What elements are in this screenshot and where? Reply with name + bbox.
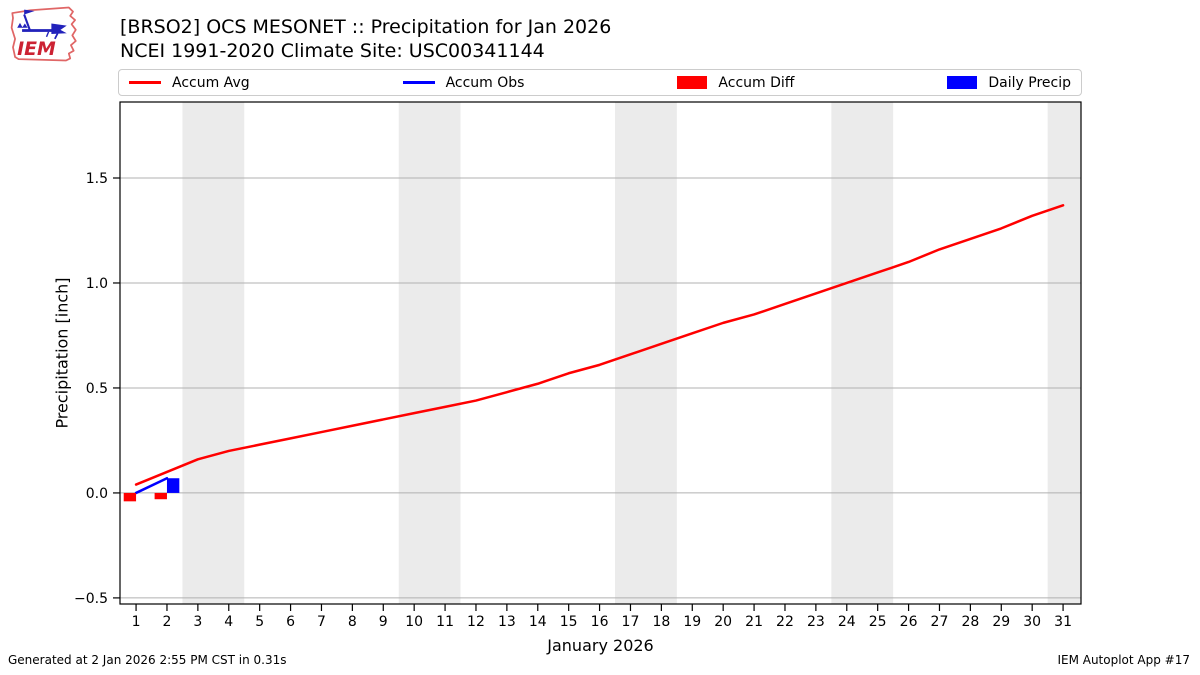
x-tick-label: 7 <box>317 614 326 630</box>
footer-generated-text: Generated at 2 Jan 2026 2:55 PM CST in 0… <box>8 653 287 667</box>
x-tick-label: 10 <box>405 614 423 630</box>
weekend-band <box>398 102 461 604</box>
x-tick-label: 19 <box>683 614 701 630</box>
daily-precip-bar <box>166 478 180 493</box>
legend-item-accum-avg: Accum Avg <box>129 75 250 91</box>
x-tick-label: 13 <box>498 614 516 630</box>
legend-item-accum-obs: Accum Obs <box>402 74 525 91</box>
x-tick-label: 14 <box>529 614 547 630</box>
chart-legend: Accum Avg Accum Obs Accum Diff Daily Precip <box>118 69 1082 96</box>
accum-diff-bar <box>154 492 167 500</box>
legend-swatch-icon <box>129 81 161 84</box>
y-tick-label: −0.5 <box>74 591 108 607</box>
title-block: [BRSO2] OCS MESONET :: Precipitation for… <box>120 15 611 63</box>
legend-swatch-icon <box>402 81 435 84</box>
x-tick-label: 21 <box>745 614 763 630</box>
y-tick-label: 0.0 <box>86 486 108 502</box>
x-tick-label: 1 <box>132 614 141 630</box>
accum-diff-bar <box>123 492 137 502</box>
x-axis-label: January 2026 <box>547 636 654 655</box>
x-tick-label: 12 <box>467 614 485 630</box>
x-tick-label: 15 <box>560 614 578 630</box>
legend-label: Accum Obs <box>445 74 525 91</box>
weekend-band <box>182 102 245 604</box>
x-tick-label: 26 <box>900 614 918 630</box>
y-tick-label: 0.5 <box>86 381 108 397</box>
footer-app-text: IEM Autoplot App #17 <box>1057 653 1190 667</box>
legend-item-daily-precip: Daily Precip <box>947 75 1071 91</box>
x-tick-label: 23 <box>807 614 825 630</box>
x-tick-label: 30 <box>1023 614 1041 630</box>
x-tick-label: 29 <box>992 614 1010 630</box>
logo-text: IEM <box>17 39 56 60</box>
legend-label: Accum Diff <box>718 74 795 91</box>
x-tick-label: 3 <box>193 614 202 630</box>
x-tick-label: 2 <box>163 614 172 630</box>
accum-avg-line <box>134 204 1065 486</box>
legend-label: Daily Precip <box>988 74 1071 91</box>
x-tick-label: 16 <box>591 614 609 630</box>
weekend-band <box>615 102 677 604</box>
x-tick-label: 24 <box>838 614 856 630</box>
plot-border <box>119 101 1082 605</box>
iem-logo: IEM <box>10 6 77 62</box>
x-tick-label: 28 <box>961 614 979 630</box>
x-tick-label: 5 <box>255 614 264 630</box>
page-subtitle: NCEI 1991-2020 Climate Site: USC00341144 <box>120 40 545 62</box>
x-tick-label: 4 <box>224 614 233 630</box>
page-title: [BRSO2] OCS MESONET :: Precipitation for… <box>120 16 612 38</box>
weekend-band <box>1047 102 1081 604</box>
legend-swatch-icon <box>947 76 978 89</box>
x-tick-label: 22 <box>776 614 794 630</box>
x-tick-label: 6 <box>286 614 295 630</box>
legend-item-accum-diff: Accum Diff <box>677 75 794 91</box>
legend-swatch-icon <box>677 76 708 89</box>
accum-obs-line <box>134 476 169 495</box>
legend-label: Accum Avg <box>172 74 250 91</box>
weekend-band <box>831 102 894 604</box>
weather-station-icon <box>17 9 67 40</box>
x-tick-label: 25 <box>869 614 887 630</box>
x-tick-label: 11 <box>436 614 454 630</box>
x-tick-label: 17 <box>622 614 640 630</box>
y-tick-label: 1.0 <box>86 276 108 292</box>
y-tick-label: 1.5 <box>86 171 108 187</box>
x-tick-label: 8 <box>348 614 357 630</box>
y-axis-label: Precipitation [inch] <box>52 277 72 429</box>
x-tick-label: 31 <box>1054 614 1072 630</box>
iowa-outline-icon <box>10 6 77 62</box>
x-tick-label: 20 <box>714 614 732 630</box>
x-tick-label: 9 <box>379 614 388 630</box>
x-tick-label: 18 <box>652 614 670 630</box>
x-tick-label: 27 <box>931 614 949 630</box>
